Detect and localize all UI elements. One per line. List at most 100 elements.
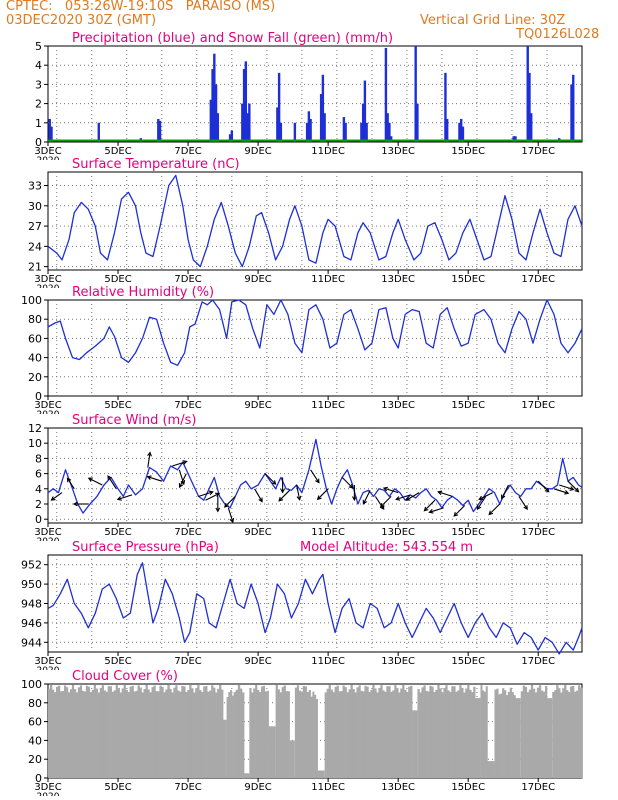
cloud-bar bbox=[530, 684, 534, 778]
temp-xtick-label: 17DEC bbox=[521, 274, 555, 285]
cloud-bar bbox=[350, 684, 353, 778]
cloud-bar bbox=[425, 690, 428, 778]
cloud-bar bbox=[433, 692, 436, 778]
cloud-bar bbox=[330, 689, 333, 778]
wind-arrow-head bbox=[280, 488, 285, 494]
cloud-bar bbox=[300, 691, 304, 778]
cloud-bar bbox=[441, 692, 444, 778]
cloud-bar bbox=[427, 691, 430, 778]
cloud-bar bbox=[419, 692, 422, 778]
cloud-bar bbox=[574, 691, 577, 778]
cloud-bar bbox=[97, 692, 101, 778]
wind-arrow-head bbox=[362, 499, 368, 505]
wind-arrow-head bbox=[87, 477, 93, 482]
cloud-bar bbox=[358, 685, 361, 778]
cloud-bar bbox=[485, 686, 488, 778]
precip-xtick-label: 15DEC bbox=[451, 146, 485, 157]
wind-arrow-shaft bbox=[310, 469, 320, 483]
wind-arrow-shaft bbox=[198, 491, 213, 497]
cloud-bar bbox=[51, 689, 55, 778]
cloud-bar bbox=[211, 685, 214, 778]
cloud-bar bbox=[312, 691, 315, 778]
wind-arrow-shaft bbox=[147, 476, 162, 482]
cloud-ytick-label: 40 bbox=[28, 734, 42, 747]
cloud-bar bbox=[167, 684, 170, 778]
cloud-bar bbox=[125, 689, 128, 778]
cloud-bar bbox=[463, 692, 466, 778]
cloud-bar bbox=[302, 685, 306, 778]
precip-xtick-label: 5DEC bbox=[104, 146, 131, 157]
precip-bar bbox=[228, 134, 232, 142]
cloud-bar bbox=[262, 685, 266, 778]
pres-ytick-label: 952 bbox=[21, 559, 42, 572]
cloud-bar bbox=[496, 688, 499, 778]
wind-arrow-head bbox=[107, 475, 112, 481]
cloud-bar bbox=[109, 686, 112, 778]
cloud-bar bbox=[308, 690, 311, 778]
cloud-bar bbox=[445, 685, 448, 778]
wind-xtick-label: 5DEC bbox=[104, 527, 131, 538]
cloud-bar bbox=[304, 686, 307, 778]
cloud-bar bbox=[296, 685, 300, 778]
wind-arrow-shaft bbox=[205, 492, 220, 501]
cloud-bar bbox=[49, 684, 53, 778]
cloud-bar bbox=[105, 691, 108, 778]
precip-bar bbox=[246, 113, 249, 142]
precip-bar bbox=[50, 126, 53, 142]
wind-arrow-head bbox=[208, 490, 214, 496]
cloud-bar bbox=[344, 687, 347, 778]
cloud-bar bbox=[163, 692, 166, 778]
precip-bar bbox=[97, 122, 100, 142]
wind-title: Surface Wind (m/s) bbox=[72, 413, 196, 428]
cloud-bar bbox=[79, 685, 83, 778]
wind-arrow-head bbox=[50, 496, 56, 501]
wind-ytick-label: 10 bbox=[28, 437, 42, 450]
wind-arrow-head bbox=[146, 475, 152, 480]
cloud-bar bbox=[500, 693, 503, 778]
pres-ytick-label: 946 bbox=[21, 617, 42, 630]
cloud-bar bbox=[366, 686, 369, 778]
rh-ytick-label: 40 bbox=[28, 352, 42, 365]
cloud-bar bbox=[536, 687, 540, 778]
precip-bar bbox=[458, 122, 461, 142]
cloud-bar bbox=[378, 687, 381, 778]
cloud-bar bbox=[197, 685, 200, 778]
wind-arrow-head bbox=[271, 480, 277, 485]
wind-arrow-head bbox=[66, 477, 72, 483]
cloud-bar bbox=[133, 691, 136, 778]
cloud-bar bbox=[402, 685, 405, 778]
cloud-bar bbox=[253, 688, 256, 778]
rh-xtick-label: 11DEC bbox=[311, 400, 345, 411]
precip-xtick-label: 11DEC bbox=[311, 146, 345, 157]
rh-frame bbox=[47, 299, 583, 397]
precip-bar bbox=[572, 74, 575, 142]
cloud-bar bbox=[209, 690, 212, 778]
cloud-bar bbox=[473, 686, 476, 778]
wind-arrow-head bbox=[382, 486, 388, 492]
cloud-bar bbox=[370, 689, 373, 778]
wind-xtick-label: 17DEC bbox=[521, 527, 555, 538]
cloud-bar bbox=[388, 686, 391, 778]
cloud-bar bbox=[455, 691, 458, 778]
cloud-bar bbox=[483, 691, 487, 778]
wind-arrow-head bbox=[501, 494, 506, 500]
wind-arrow-shaft bbox=[501, 484, 509, 499]
cloud-bar bbox=[207, 691, 210, 778]
cloud-bar bbox=[408, 686, 411, 778]
temp-xtick-label: 5DEC bbox=[104, 274, 131, 285]
precip-bar bbox=[388, 122, 391, 142]
precip-bar bbox=[277, 72, 281, 142]
wind-arrow-shaft bbox=[296, 484, 301, 500]
header-vertical-grid: Vertical Grid Line: 30Z bbox=[420, 13, 566, 28]
precip-xtick-label: 7DEC bbox=[174, 146, 201, 157]
cloud-bar bbox=[572, 685, 575, 778]
wind-arrow-shaft bbox=[179, 473, 187, 488]
rh-xtick-label: 9DEC bbox=[244, 400, 271, 411]
cloud-bar bbox=[310, 696, 313, 778]
cloud-bar bbox=[183, 686, 186, 778]
cloud-bar bbox=[241, 692, 245, 778]
precip-bar bbox=[321, 74, 325, 142]
temp-ytick-label: 27 bbox=[28, 220, 42, 233]
cloud-year-label: 2020 bbox=[37, 792, 60, 800]
